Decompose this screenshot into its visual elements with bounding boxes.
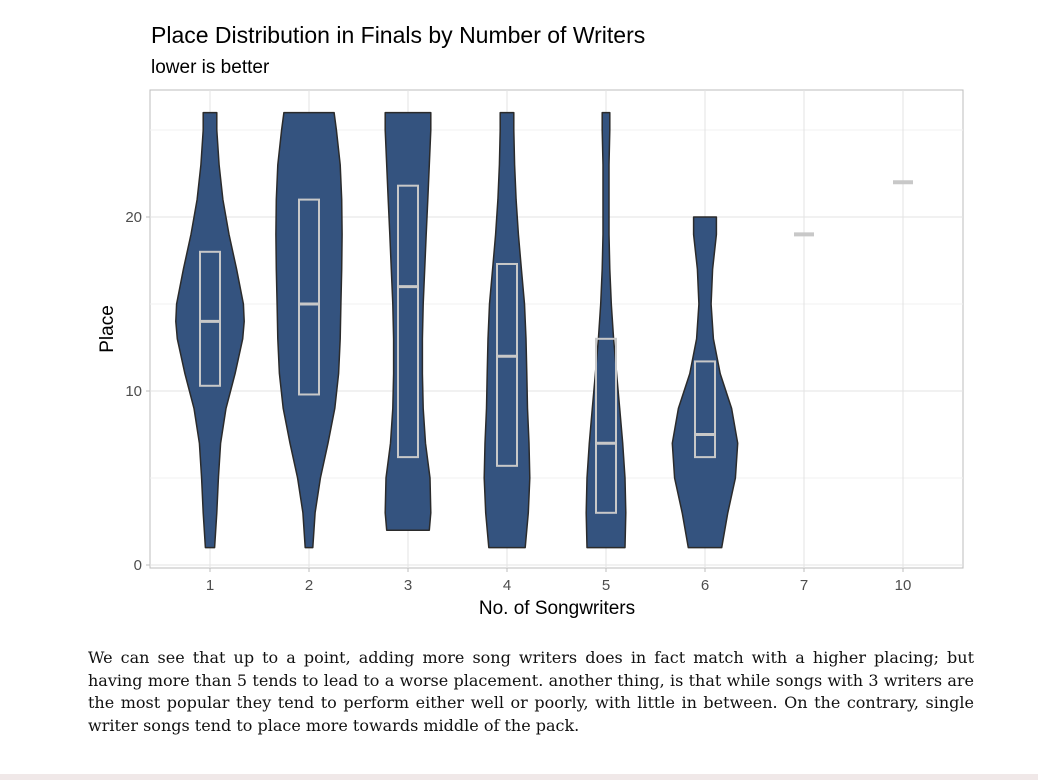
violins xyxy=(175,111,913,549)
x-tick-label: 1 xyxy=(206,577,214,594)
x-tick-label: 5 xyxy=(602,577,610,594)
chart-subtitle: lower is better xyxy=(151,57,270,78)
caption-paragraph: We can see that up to a point, adding mo… xyxy=(88,648,974,735)
y-tick-label: 0 xyxy=(134,557,142,574)
boxplot-1 xyxy=(199,250,221,387)
boxplot-6 xyxy=(694,360,716,459)
boxplot-4 xyxy=(496,262,518,467)
violin-2 xyxy=(275,111,343,549)
violin-4 xyxy=(483,111,531,549)
bottom-strip xyxy=(0,774,1038,780)
violin-3 xyxy=(384,111,432,531)
boxplot-5 xyxy=(595,337,617,514)
y-tick-label: 10 xyxy=(125,383,142,400)
x-tick-label: 6 xyxy=(701,577,709,594)
violin-6 xyxy=(671,216,739,549)
x-tick-label: 3 xyxy=(404,577,412,594)
violin-plot: 0 10 20 1 2 3 4 5 6 7 10 No. of Songwriters Place xyxy=(97,89,964,619)
violin-1 xyxy=(175,111,245,549)
x-axis-label: No. of Songwriters xyxy=(479,598,635,619)
chart-title: Place Distribution in Finals by Number o… xyxy=(151,22,646,48)
y-tick-label: 20 xyxy=(125,209,142,226)
x-tick-label: 10 xyxy=(895,577,912,594)
boxplot-3 xyxy=(397,184,419,459)
plot-panel xyxy=(149,89,964,569)
x-tick-label: 7 xyxy=(800,577,808,594)
y-axis-label: Place xyxy=(97,305,118,353)
axes: 0 10 20 1 2 3 4 5 6 7 10 xyxy=(125,209,911,594)
x-tick-label: 2 xyxy=(305,577,313,594)
x-tick-label: 4 xyxy=(503,577,511,594)
boxplot-2 xyxy=(298,198,320,396)
